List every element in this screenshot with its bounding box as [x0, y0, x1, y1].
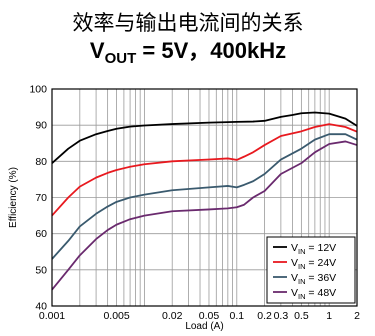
- series-line-3: [51, 133, 358, 260]
- x-tick-labels: 0.001 0.005 0.02 0.05 0.1 0.2 0.3 0.5 1 2: [39, 310, 360, 322]
- x-tick-label: 0.2: [257, 310, 272, 322]
- legend-label-4: VIN = 48V: [291, 287, 336, 301]
- y-tick-labels: 40 50 60 70 80 90 100: [29, 84, 47, 313]
- x-tick-label: 0.02: [162, 310, 183, 322]
- y-tick-label: 80: [35, 156, 47, 168]
- y-tick-label: 40: [35, 301, 47, 313]
- series-line-2: [51, 123, 358, 217]
- y-axis-label: Efficiency (%): [8, 167, 19, 228]
- series-line-1: [51, 111, 358, 164]
- y-tick-label: 90: [35, 120, 47, 132]
- chart-subtitle: VOUT = 5V，400kHz: [90, 38, 286, 67]
- legend-label-2: VIN = 24V: [291, 257, 336, 271]
- x-tick-label: 1: [326, 310, 332, 322]
- x-tick-label: 0.5: [294, 310, 309, 322]
- x-axis-label: Load (A): [185, 321, 223, 332]
- y-tick-label: 60: [35, 228, 47, 240]
- x-tick-label: 0.001: [39, 310, 65, 322]
- x-tick-label: 2: [354, 310, 360, 322]
- y-tick-label: 100: [29, 84, 47, 96]
- plot-frame: [51, 88, 358, 307]
- series-lines: [51, 111, 358, 291]
- x-tick-label: 0.3: [274, 310, 289, 322]
- y-tick-label: 50: [35, 264, 47, 276]
- x-tick-label: 0.005: [103, 310, 129, 322]
- chart-title: 效率与输出电流间的关系: [73, 11, 304, 35]
- x-tick-label: 0.05: [199, 310, 220, 322]
- y-tick-label: 70: [35, 192, 47, 204]
- x-tick-label: 0.1: [229, 310, 244, 322]
- legend-label-1: VIN = 12V: [291, 242, 336, 256]
- legend-label-3: VIN = 36V: [291, 272, 336, 286]
- series-line-4: [51, 140, 358, 291]
